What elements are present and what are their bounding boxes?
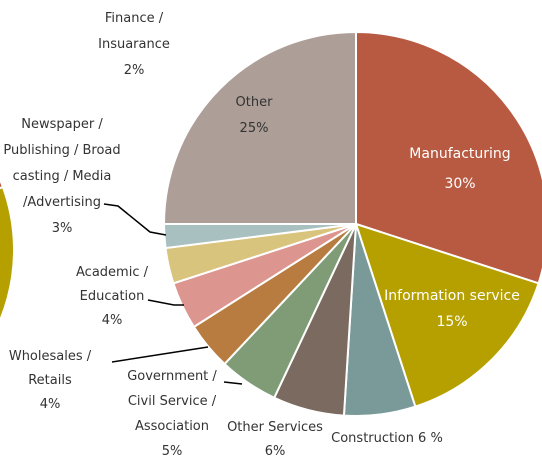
slice-label-line: Retails [28,373,72,388]
slice-label-line: Finance / [105,11,164,26]
slice-label-line: Wholesales / [9,349,92,364]
leader-line-government-civil-service-association [223,381,243,385]
slice-label-line: 25% [240,121,269,136]
slice-label-information-service: Information service 15% [384,288,520,330]
pie-slice-information-service [354,222,540,408]
slice-label-line: 5% [162,444,183,458]
slice-label-line: 4% [102,313,123,328]
leader-lines [103,203,243,385]
slice-label-construction: Construction 6 % [331,431,443,446]
slice-label-newspaper-publishing-broadcasting-media-advertising: Newspaper / Publishing / Broad casting / M… [3,117,120,236]
slice-label-line: Manufacturing [409,146,510,162]
leader-line-newspaper-publishing-broadcasting-media-advertising [103,203,167,236]
slice-label-line: Publishing / Broad [3,143,120,158]
slice-label-line: 2% [124,63,145,78]
slice-label-line: Government / [127,369,217,384]
pie-slice-manufacturing [355,30,542,285]
slice-label-line: 30% [444,176,475,192]
slice-label-academic-education: Academic / Education 4% [76,265,149,328]
slice-label-line: Association [135,419,209,434]
slice-label-line: /Advertising [23,195,101,210]
slice-label-finance-insuarance: Finance / Insuarance 2% [98,11,170,78]
slice-label-other: Other 25% [236,95,274,136]
slice-label-government-civil-service-association: Government / Civil Service / Association 5% [127,369,217,458]
slice-labels: Manufacturing 30% Information service 15% Co… [3,11,519,458]
slice-label-line: Insuarance [98,37,170,52]
slice-label-line: 6% [265,444,286,458]
slice-label-manufacturing: Manufacturing 30% [409,146,510,192]
pie-slice-other [162,30,357,225]
slice-label-wholesales-retails: Wholesales / Retails 4% [9,349,92,412]
slice-label-line: Construction 6 % [331,431,443,446]
slice-label-line: 3% [52,221,73,236]
slice-label-line: Academic / [76,265,149,280]
slice-label-line: 4% [40,397,61,412]
slice-label-line: casting / Media [13,169,112,184]
slice-label-line: Newspaper / [21,117,103,132]
slice-label-line: Other Services [227,420,323,435]
secondary-pie-slice-0 [0,177,5,190]
slice-label-other-services: Other Services 6% [227,420,323,458]
slice-label-line: Information service [384,288,520,304]
leader-line-wholesales-retails [111,346,209,363]
leader-line-academic-education [147,299,184,306]
pie-slices [162,30,542,417]
slice-label-line: 15% [436,314,467,330]
secondary-pie-slice-1 [0,185,15,323]
slice-label-line: Civil Service / [128,394,217,409]
secondary-pie-fragment [0,177,15,323]
slice-label-line: Education [80,289,145,304]
slice-label-line: Other [236,95,274,110]
